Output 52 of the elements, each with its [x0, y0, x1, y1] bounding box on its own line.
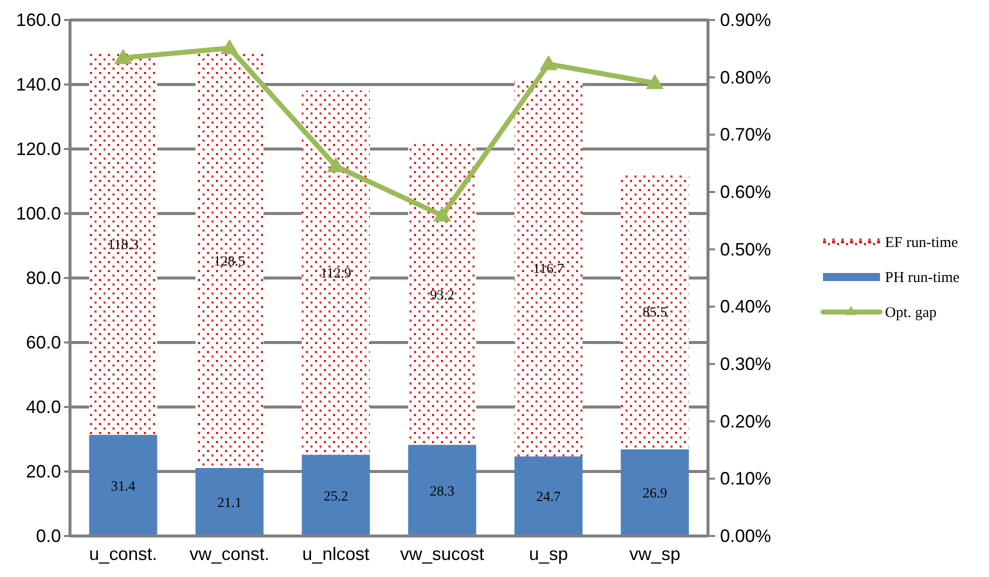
y-tick-label: 40.0	[26, 397, 61, 417]
y2-tick-label: 0.90%	[720, 10, 772, 30]
data-label: 118.3	[108, 238, 139, 253]
y2-tick-label: 0.50%	[720, 239, 772, 260]
data-label: 112.9	[320, 266, 352, 282]
x-tick-label: u_const.	[89, 544, 158, 564]
data-label: 128.5	[214, 254, 246, 270]
data-label: 28.3	[430, 484, 454, 500]
point	[540, 55, 558, 70]
y-tick-label: 140.0	[16, 74, 61, 94]
bar	[195, 468, 264, 536]
y2-tick-label: 0.00%	[720, 526, 772, 546]
x-tick-label: u_sp	[528, 544, 568, 564]
point	[433, 206, 452, 222]
y-tick-label: 80.0	[26, 268, 61, 288]
y2-tick-label: 0.60%	[720, 182, 772, 202]
point	[114, 48, 132, 64]
data-label: 85.5	[642, 305, 668, 320]
y-tick-label: 20.0	[26, 462, 61, 482]
bar	[514, 456, 583, 536]
y-tick-label: 60.0	[26, 332, 61, 352]
x-tick-label: vw_sp	[629, 544, 680, 564]
data-label: 24.7	[536, 490, 561, 506]
data-label: 116.7	[533, 262, 564, 278]
bar	[302, 454, 370, 536]
data-label: 21.1	[217, 496, 242, 511]
data-label: 31.4	[110, 479, 136, 494]
y2-tick-label: 0.20%	[720, 411, 772, 432]
y-tick-label: 100.0	[16, 204, 61, 224]
legend-label: Opt. gap	[885, 305, 937, 321]
point	[646, 74, 664, 90]
y2-tick-label: 0.70%	[720, 124, 772, 145]
y2-tick-label: 0.30%	[720, 354, 772, 374]
data-label: 26.9	[642, 486, 668, 502]
point	[326, 157, 345, 172]
data-label: 93.2	[430, 288, 454, 304]
y2-tick-label: 0.10%	[720, 468, 772, 489]
bar	[89, 434, 158, 536]
x-tick-label: vw_sucost	[400, 544, 484, 564]
y-tick-label: 120.0	[16, 139, 61, 159]
data-label: 25.2	[324, 489, 348, 504]
y-tick-label: 0.0	[36, 526, 61, 546]
legend-label: EF run-time	[885, 235, 958, 251]
point	[220, 39, 238, 54]
x-tick-label: vw_const.	[189, 544, 270, 564]
bar	[620, 449, 689, 536]
x-tick-label: u_nlcost	[302, 544, 370, 564]
y-tick-label: 160.0	[16, 10, 61, 30]
y2-tick-label: 0.40%	[720, 296, 772, 317]
legend-label: PH run-time	[885, 270, 960, 286]
y2-tick-label: 0.80%	[720, 67, 772, 88]
bar	[408, 444, 476, 536]
